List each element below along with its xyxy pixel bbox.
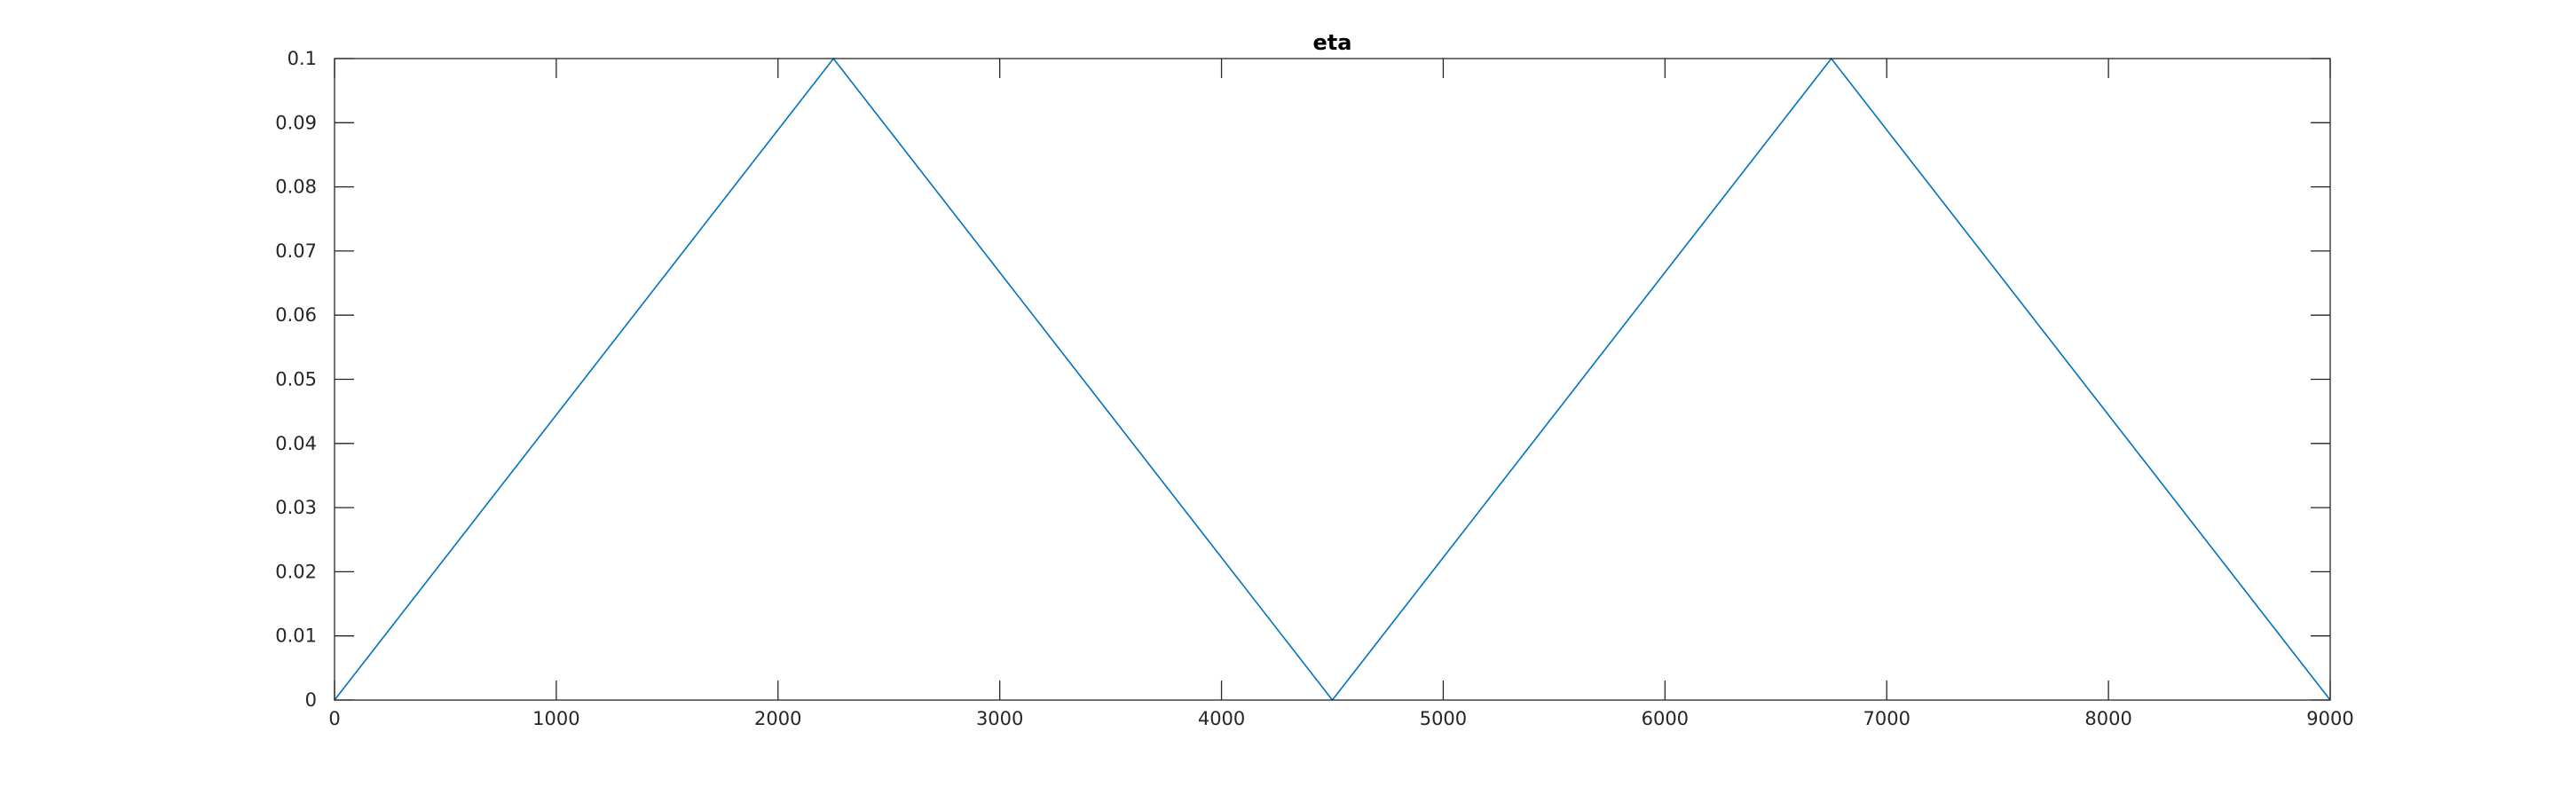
y-tick-label: 0.06 (275, 304, 317, 326)
y-tick-label: 0.1 (288, 48, 317, 69)
x-tick-label: 7000 (1863, 708, 1910, 729)
y-tick-label: 0.04 (275, 433, 317, 454)
series-line (334, 57, 2331, 702)
y-tick-label: 0.01 (275, 626, 317, 647)
x-tick-label: 4000 (1198, 708, 1245, 729)
y-tick-label: 0.05 (275, 369, 317, 390)
x-tick-label: 6000 (1642, 708, 1689, 729)
plot-area-border (334, 58, 2331, 701)
y-tick-label: 0 (305, 689, 317, 711)
ticks-layer (334, 58, 2331, 701)
tick-labels-layer: 0 1000 2000 3000 4000 5000 6000 7000 8000 9000 0 0.… (275, 48, 2353, 729)
x-tick-label: 0 (328, 708, 340, 729)
y-tick-label: 0.07 (275, 240, 317, 262)
y-tick-label: 0.03 (275, 497, 317, 518)
x-tick-label: 9000 (2306, 708, 2353, 729)
chart-title: eta (1313, 30, 1352, 55)
x-tick-label: 8000 (2084, 708, 2131, 729)
series-layer (334, 57, 2331, 702)
x-tick-label: 2000 (754, 708, 801, 729)
x-tick-label: 1000 (532, 708, 579, 729)
x-tick-label: 5000 (1420, 708, 1467, 729)
y-tick-label: 0.08 (275, 177, 317, 198)
x-tick-label: 3000 (976, 708, 1023, 729)
y-tick-label: 0.02 (275, 561, 317, 582)
y-tick-label: 0.09 (275, 112, 317, 133)
